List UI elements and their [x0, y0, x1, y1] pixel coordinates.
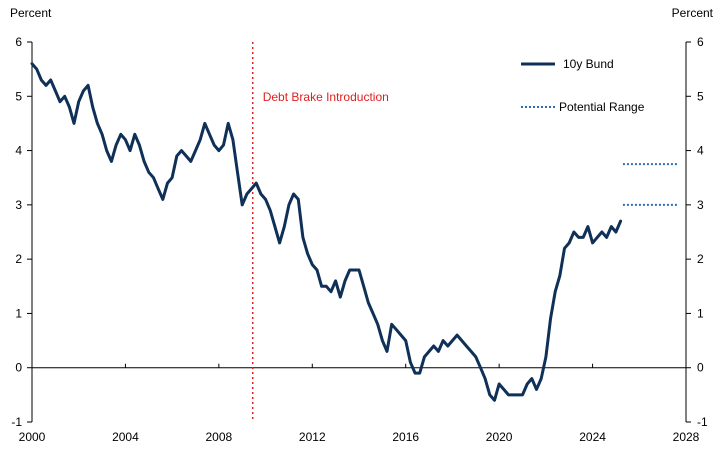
legend-label-potential-range: Potential Range [559, 100, 645, 114]
annotations: Debt Brake Introduction [251, 42, 389, 422]
series [30, 62, 679, 402]
x-tick-label: 2000 [19, 430, 46, 444]
y-tick-label-right: 5 [697, 89, 704, 103]
y-tick-label-left: 1 [15, 306, 22, 320]
y-tick-label-right: 1 [697, 306, 704, 320]
legend: 10y Bund Potential Range [521, 57, 645, 114]
y-tick-label-left: 2 [15, 252, 22, 266]
bund-10y-line [30, 62, 623, 402]
y-axis-label-right: Percent [672, 6, 714, 20]
x-tick-label: 2028 [673, 430, 700, 444]
y-tick-label-right: 6 [697, 35, 704, 49]
y-tick-label-left: 3 [15, 198, 22, 212]
debt-brake-annotation: Debt Brake Introduction [263, 90, 389, 104]
y-tick-label-left: -1 [11, 415, 22, 429]
y-tick-label-right: 0 [697, 361, 704, 375]
axes: -1 -1 0 0 1 1 2 2 3 3 4 4 5 5 6 6 2000 2004 2008 2012 2016 20… [11, 35, 708, 444]
y-tick-label-right: -1 [697, 415, 708, 429]
y-axis-label-left: Percent [10, 6, 52, 20]
x-tick-label: 2004 [112, 430, 139, 444]
y-tick-label-left: 6 [15, 35, 22, 49]
y-tick-label-left: 5 [15, 89, 22, 103]
y-tick-label-right: 3 [697, 198, 704, 212]
y-tick-label-right: 2 [697, 252, 704, 266]
legend-label-bund: 10y Bund [563, 57, 614, 71]
x-tick-label: 2008 [206, 430, 233, 444]
x-tick-label: 2016 [392, 430, 419, 444]
y-tick-label-left: 4 [15, 144, 22, 158]
y-tick-label-left: 0 [15, 361, 22, 375]
x-tick-label: 2020 [486, 430, 513, 444]
x-tick-label: 2024 [579, 430, 606, 444]
x-tick-label: 2012 [299, 430, 326, 444]
y-tick-label-right: 4 [697, 144, 704, 158]
